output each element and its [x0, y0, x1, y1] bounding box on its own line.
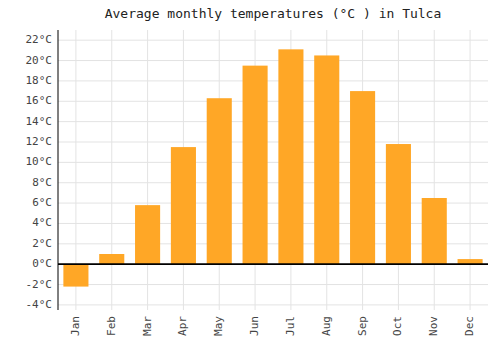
chart-container: Average monthly temperatures (°C ) in Tu…	[0, 0, 500, 350]
x-axis: Jan Feb Mar Apr May Jun Jul Aug Sep Oct Nov Dec	[69, 316, 476, 336]
x-tick-label: Jan	[69, 316, 82, 336]
y-tick-label: -2°C	[26, 278, 53, 291]
grid	[58, 30, 488, 310]
y-axis-line	[58, 30, 59, 310]
bar	[99, 254, 124, 264]
y-tick-label: 14°C	[26, 115, 53, 128]
x-grid-line	[111, 30, 112, 310]
y-tick-label: 6°C	[32, 196, 52, 209]
bar	[63, 264, 88, 286]
y-tick-label: 0°C	[32, 257, 52, 270]
y-grid-line	[58, 101, 488, 102]
x-grid-line	[147, 30, 148, 310]
x-tick-label: Jul	[284, 316, 297, 336]
title: Average monthly temperatures (°C ) in Tu…	[105, 6, 442, 21]
x-tick-label: Dec	[463, 316, 476, 336]
y-axis: -4°C -2°C 0°C 2°C 4°C 6°C 8°C 10°C 12°C 14°C 16°C 1…	[26, 30, 59, 311]
y-tick-label: 20°C	[26, 54, 53, 67]
bar	[278, 49, 303, 264]
bar	[243, 66, 268, 265]
x-tick-label: Nov	[427, 316, 440, 336]
bar	[386, 144, 411, 264]
x-tick-label: Jun	[248, 316, 261, 336]
y-tick-label: 8°C	[32, 176, 52, 189]
y-grid-line	[58, 162, 488, 163]
y-tick-label: 22°C	[26, 33, 53, 46]
y-tick-label: 12°C	[26, 135, 53, 148]
bar	[171, 147, 196, 264]
bar	[350, 91, 375, 264]
y-grid-line	[58, 60, 488, 61]
y-grid-line	[58, 284, 488, 285]
y-tick-label: 4°C	[32, 216, 52, 229]
y-grid-line	[58, 142, 488, 143]
y-tick-label: -4°C	[26, 298, 53, 311]
bars	[63, 49, 482, 286]
y-grid-line	[58, 182, 488, 183]
x-grid-line	[470, 30, 471, 310]
y-tick-label: 10°C	[26, 155, 53, 168]
bar	[314, 55, 339, 264]
y-tick-label: 2°C	[32, 237, 52, 250]
bar	[422, 198, 447, 264]
bar	[135, 205, 160, 264]
y-tick-label: 16°C	[26, 94, 53, 107]
y-grid-line	[58, 40, 488, 41]
chart: Average monthly temperatures (°C ) in Tu…	[0, 0, 500, 350]
x-tick-label: May	[212, 316, 225, 336]
x-tick-label: Aug	[320, 316, 333, 336]
x-grid-line	[434, 30, 435, 310]
y-grid-line	[58, 121, 488, 122]
y-grid-line	[58, 80, 488, 81]
x-tick-label: Feb	[105, 316, 118, 336]
bar	[207, 98, 232, 264]
y-tick-label: 18°C	[26, 74, 53, 87]
x-tick-label: Apr	[176, 316, 189, 336]
x-tick-label: Sep	[356, 316, 369, 336]
x-tick-label: Oct	[391, 316, 404, 336]
x-tick-label: Mar	[141, 316, 154, 336]
y-grid-line	[58, 264, 488, 265]
zero-line	[58, 263, 488, 265]
y-grid-line	[58, 304, 488, 305]
